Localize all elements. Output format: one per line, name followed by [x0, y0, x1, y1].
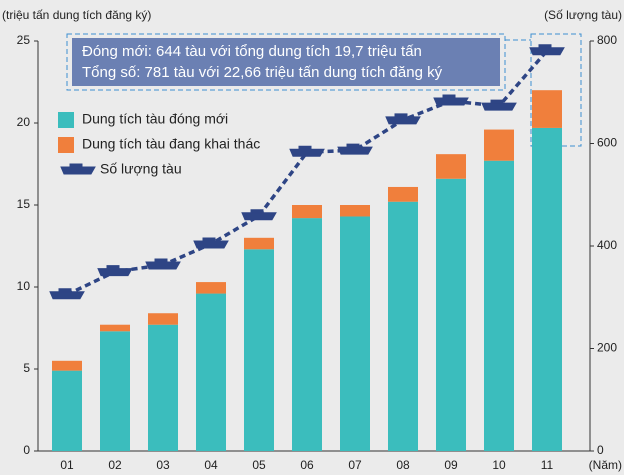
- ship-marker: [145, 258, 181, 270]
- legend-label: Số lượng tàu: [100, 161, 182, 177]
- bar-segment: [436, 178, 466, 451]
- x-tick-label: 09: [444, 458, 458, 472]
- y2-axis-label: (Số lượng tàu): [544, 8, 622, 22]
- bar-segment: [148, 324, 178, 451]
- x-tick-label: 08: [396, 458, 410, 472]
- ship-marker: [60, 163, 96, 175]
- bar-segment: [100, 331, 130, 451]
- ship-marker: [289, 145, 325, 157]
- bar-segment: [244, 237, 274, 250]
- line-series: [66, 49, 549, 297]
- x-tick-label: 01: [60, 458, 74, 472]
- y-tick-label: 0: [23, 443, 30, 457]
- y-tick-label: 15: [17, 197, 31, 211]
- x-axis-label: (Năm): [589, 458, 622, 472]
- annotation: Đóng mới: 644 tàu với tổng dung tích 19,…: [82, 43, 422, 60]
- x-tick-label: 05: [252, 458, 266, 472]
- x-tick-label: 03: [156, 458, 170, 472]
- ship-marker: [385, 113, 421, 125]
- x-tick-label: 07: [348, 458, 362, 472]
- y-tick-label: 25: [17, 33, 31, 47]
- y-tick-label: 10: [17, 279, 31, 293]
- bar-segment: [292, 205, 322, 219]
- legend-swatch: [58, 112, 74, 128]
- ship-marker: [337, 143, 373, 155]
- x-tick-label: 10: [492, 458, 506, 472]
- ship-marker: [481, 99, 517, 111]
- y-tick-label: 5: [23, 361, 30, 375]
- bar-segment: [532, 127, 562, 452]
- bar-segment: [484, 160, 514, 451]
- x-tick-label: 02: [108, 458, 122, 472]
- bar-segment: [484, 129, 514, 161]
- bar-segment: [388, 201, 418, 451]
- y2-tick-label: 600: [597, 136, 617, 150]
- ship-marker: [529, 44, 565, 56]
- bar-segment: [244, 249, 274, 451]
- legend-label: Dung tích tàu đóng mới: [82, 111, 228, 127]
- bar-segment: [340, 205, 370, 217]
- bar-segment: [388, 186, 418, 202]
- ship-marker: [433, 94, 469, 106]
- bar-segment: [196, 282, 226, 294]
- y-axis-label: (triệu tấn dung tích đăng ký): [2, 8, 151, 22]
- bar-segment: [52, 360, 82, 371]
- bar-segment: [148, 313, 178, 325]
- x-tick-label: 04: [204, 458, 218, 472]
- y2-tick-label: 400: [597, 238, 617, 252]
- bar-segment: [196, 293, 226, 451]
- annotation-box: [72, 38, 500, 86]
- ship-marker: [49, 288, 85, 300]
- y2-tick-label: 800: [597, 33, 617, 47]
- y-tick-label: 20: [17, 115, 31, 129]
- x-tick-label: 11: [541, 458, 554, 472]
- highlight-frame: [66, 33, 506, 91]
- legend-swatch: [58, 137, 74, 153]
- y2-tick-label: 200: [597, 341, 617, 355]
- legend-label: Dung tích tàu đang khai thác: [82, 136, 260, 152]
- bar-segment: [436, 154, 466, 179]
- ship-marker: [193, 237, 229, 249]
- annotation: Tổng số: 781 tàu với 22,66 triệu tấn dun…: [82, 64, 443, 81]
- ship-marker: [241, 209, 277, 221]
- ship-marker: [97, 265, 133, 277]
- y2-tick-label: 0: [597, 443, 604, 457]
- bar-segment: [292, 218, 322, 451]
- bar-segment: [532, 90, 562, 128]
- bar-segment: [340, 216, 370, 451]
- bar-segment: [100, 324, 130, 332]
- x-tick-label: 06: [300, 458, 314, 472]
- bar-segment: [52, 370, 82, 451]
